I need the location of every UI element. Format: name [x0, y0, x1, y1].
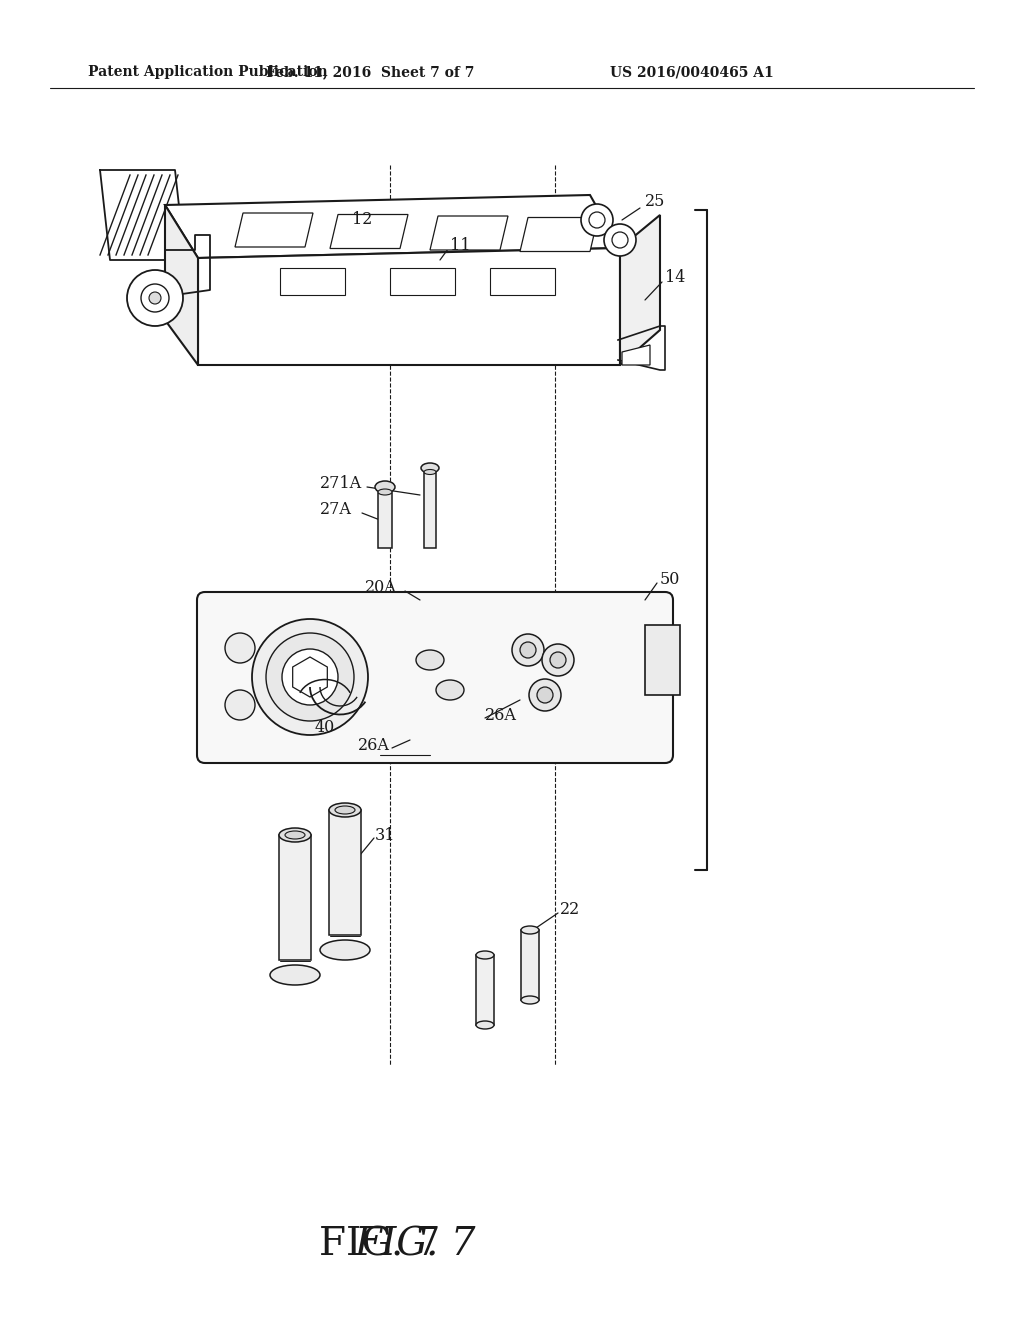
Text: 31: 31 — [375, 826, 395, 843]
Circle shape — [282, 649, 338, 705]
Polygon shape — [279, 836, 311, 960]
Polygon shape — [234, 213, 313, 247]
Text: 14: 14 — [665, 269, 685, 286]
Circle shape — [529, 678, 561, 711]
Polygon shape — [620, 215, 660, 366]
Circle shape — [266, 634, 354, 721]
Text: FIG. 7: FIG. 7 — [319, 1226, 440, 1263]
Polygon shape — [430, 216, 508, 249]
Bar — [378, 492, 392, 548]
Text: 25: 25 — [645, 194, 666, 210]
Ellipse shape — [375, 480, 395, 492]
Polygon shape — [330, 214, 408, 248]
Polygon shape — [520, 218, 598, 252]
Text: US 2016/0040465 A1: US 2016/0040465 A1 — [610, 65, 774, 79]
Ellipse shape — [521, 927, 539, 935]
Circle shape — [612, 232, 628, 248]
Text: Feb. 11, 2016  Sheet 7 of 7: Feb. 11, 2016 Sheet 7 of 7 — [266, 65, 474, 79]
Text: 271A: 271A — [319, 474, 362, 491]
Polygon shape — [390, 268, 455, 294]
Polygon shape — [165, 205, 198, 366]
Ellipse shape — [378, 488, 392, 495]
Circle shape — [589, 213, 605, 228]
Ellipse shape — [436, 680, 464, 700]
Polygon shape — [165, 195, 620, 257]
Circle shape — [225, 690, 255, 719]
Circle shape — [520, 642, 536, 657]
FancyBboxPatch shape — [197, 591, 673, 763]
Circle shape — [141, 284, 169, 312]
Text: FIG. 7: FIG. 7 — [354, 1226, 476, 1263]
Text: 20A: 20A — [365, 579, 396, 597]
Text: 50: 50 — [660, 572, 680, 589]
Text: Patent Application Publication: Patent Application Publication — [88, 65, 328, 79]
Polygon shape — [521, 931, 539, 1001]
Text: 27A: 27A — [319, 502, 352, 519]
Ellipse shape — [476, 1020, 494, 1030]
Circle shape — [604, 224, 636, 256]
Polygon shape — [329, 810, 361, 935]
Ellipse shape — [279, 828, 311, 842]
Text: 22: 22 — [560, 902, 581, 919]
Polygon shape — [622, 345, 650, 366]
Circle shape — [581, 205, 613, 236]
Circle shape — [542, 644, 574, 676]
Ellipse shape — [319, 940, 370, 960]
Ellipse shape — [476, 950, 494, 960]
Ellipse shape — [521, 997, 539, 1005]
Circle shape — [537, 686, 553, 704]
Circle shape — [150, 292, 161, 304]
Text: 40: 40 — [315, 719, 335, 737]
Bar — [424, 473, 436, 548]
Ellipse shape — [424, 470, 436, 474]
Circle shape — [127, 271, 183, 326]
Text: 11: 11 — [450, 238, 470, 255]
Polygon shape — [280, 268, 345, 294]
Circle shape — [252, 619, 368, 735]
Polygon shape — [476, 954, 494, 1026]
Text: 26A: 26A — [358, 737, 390, 754]
Circle shape — [550, 652, 566, 668]
Circle shape — [512, 634, 544, 667]
Circle shape — [225, 634, 255, 663]
Text: 26A: 26A — [485, 706, 517, 723]
Polygon shape — [645, 624, 680, 696]
Ellipse shape — [421, 463, 439, 473]
Ellipse shape — [285, 832, 305, 840]
Polygon shape — [490, 268, 555, 294]
Ellipse shape — [335, 807, 355, 814]
Ellipse shape — [270, 965, 319, 985]
Text: 12: 12 — [352, 211, 373, 228]
Ellipse shape — [329, 803, 361, 817]
Ellipse shape — [416, 649, 444, 671]
Polygon shape — [198, 248, 620, 366]
